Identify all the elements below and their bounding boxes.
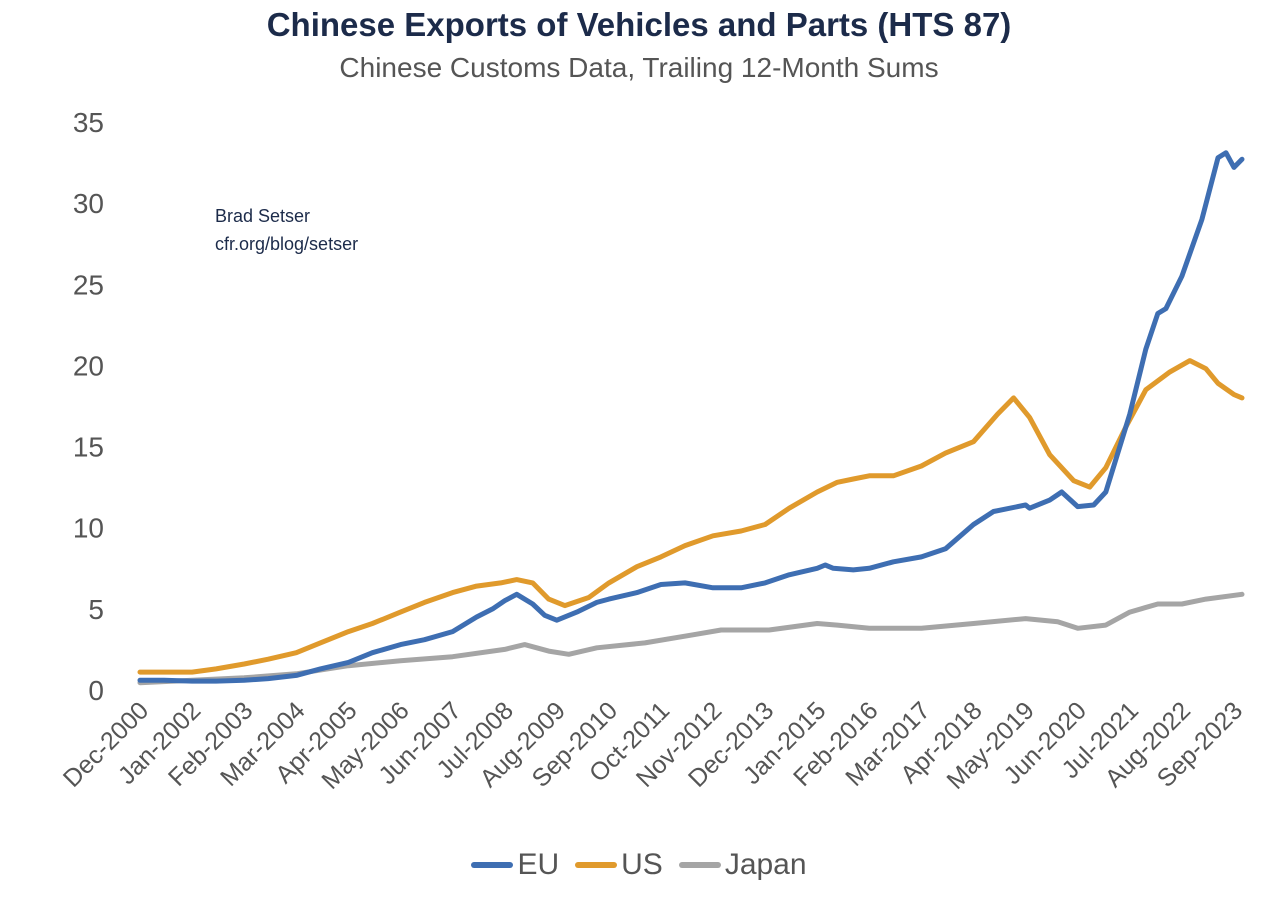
legend-item-us: US	[575, 848, 663, 882]
y-tick-label: 30	[73, 188, 104, 219]
legend-item-japan: Japan	[678, 848, 807, 882]
series-line-eu	[137, 150, 1245, 684]
legend-label: Japan	[724, 848, 807, 881]
legend-label: EU	[517, 848, 560, 881]
y-tick-label: 5	[88, 594, 104, 625]
y-tick-label: 35	[73, 107, 104, 138]
legend-swatch	[471, 862, 514, 868]
y-tick-label: 20	[73, 350, 104, 381]
legend-swatch	[575, 862, 618, 868]
chart-subtitle: Chinese Customs Data, Trailing 12-Month …	[339, 52, 939, 83]
y-tick-label: 25	[73, 269, 104, 300]
legend-swatch	[678, 862, 721, 868]
chart-title: Chinese Exports of Vehicles and Parts (H…	[266, 6, 1012, 43]
y-tick-label: 15	[73, 432, 104, 463]
legend-item-eu: EU	[471, 848, 559, 882]
source-author: Brad Setser	[215, 206, 311, 226]
legend: EU US Japan	[0, 848, 1278, 882]
y-tick-label: 10	[73, 513, 104, 544]
source-url: cfr.org/blog/setser	[215, 234, 359, 254]
series-line-us	[137, 358, 1245, 675]
legend-label: US	[621, 848, 663, 881]
y-tick-label: 0	[88, 675, 104, 706]
series-line-japan	[137, 591, 1245, 686]
source-annotation: Brad Setser cfr.org/blog/setser	[215, 202, 358, 258]
